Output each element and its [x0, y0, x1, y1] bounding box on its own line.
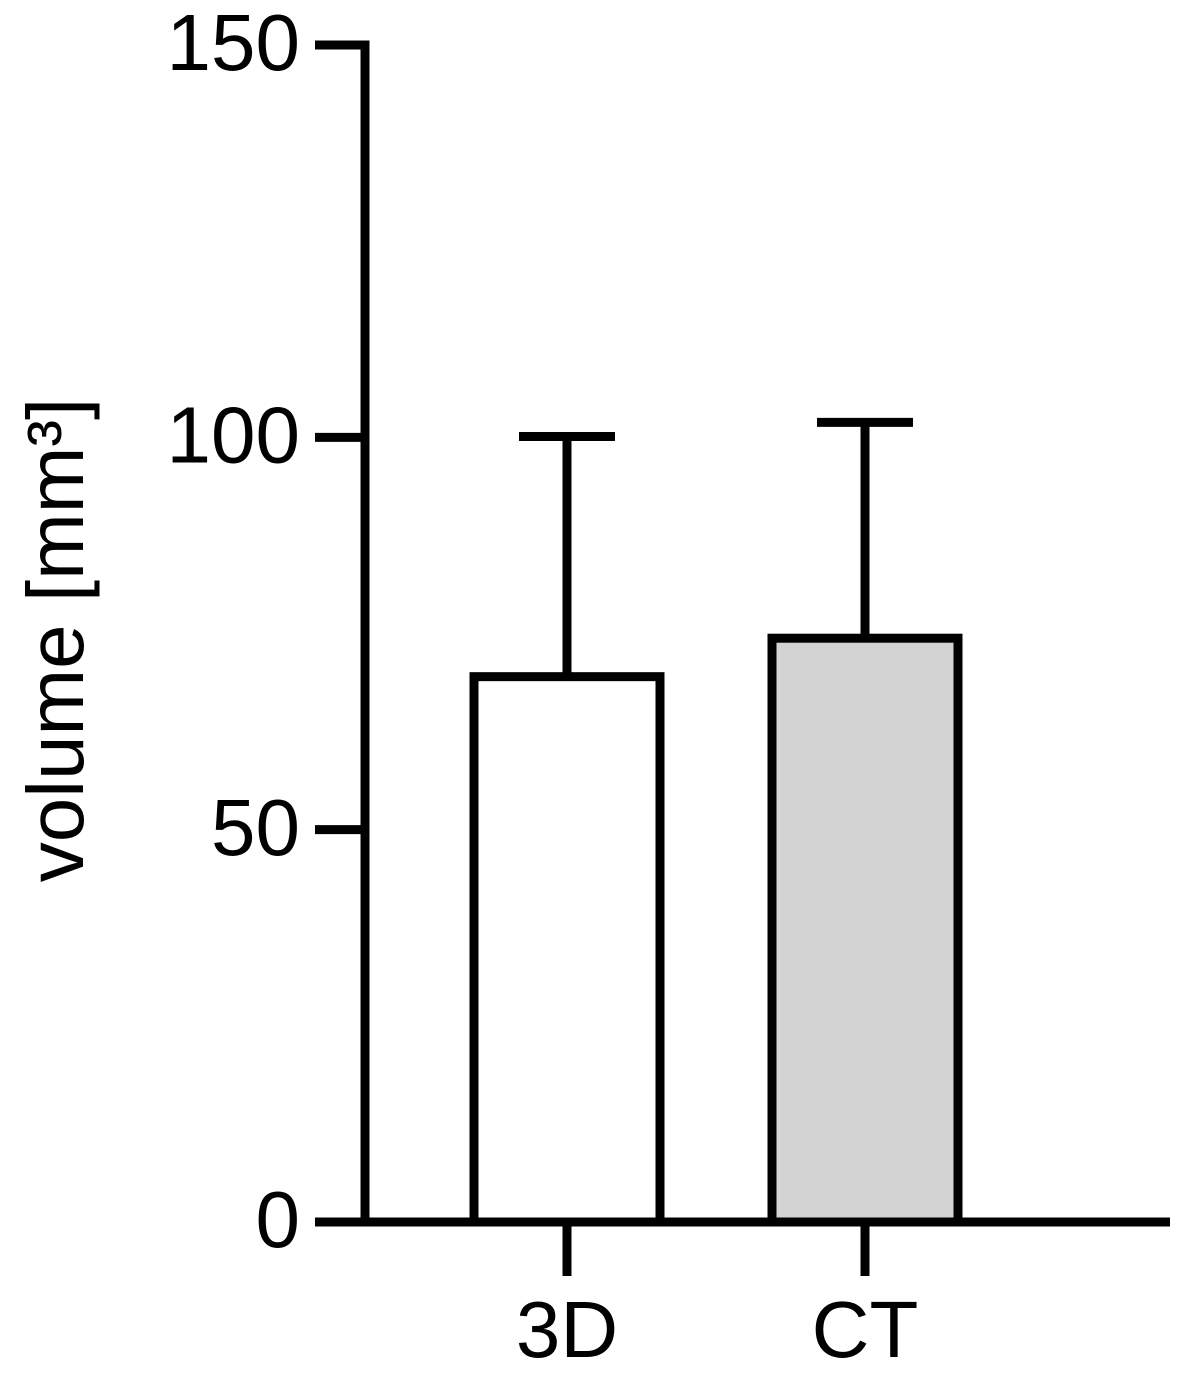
- y-tick-label: 0: [256, 1175, 301, 1264]
- bar: [767, 633, 963, 1227]
- y-tick-label: 100: [167, 390, 300, 479]
- y-tick-label: 50: [211, 783, 300, 872]
- x-tick-label: 3D: [516, 1285, 618, 1374]
- y-axis-label: volume [mm³]: [11, 398, 100, 883]
- x-tick-label: CT: [812, 1285, 919, 1374]
- bar: [469, 672, 665, 1227]
- y-tick-label: 150: [167, 0, 300, 87]
